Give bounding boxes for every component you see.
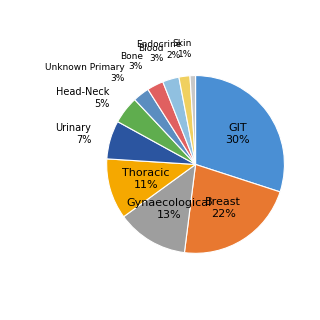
Wedge shape	[184, 164, 280, 253]
Wedge shape	[179, 76, 196, 164]
Wedge shape	[163, 77, 196, 164]
Text: Thoracic
11%: Thoracic 11%	[122, 168, 170, 190]
Wedge shape	[107, 122, 196, 164]
Wedge shape	[118, 100, 196, 164]
Wedge shape	[135, 89, 196, 164]
Text: Skin
1%: Skin 1%	[172, 39, 192, 59]
Wedge shape	[148, 82, 196, 164]
Text: Bone
3%: Bone 3%	[120, 52, 143, 71]
Text: Endocrine
2%: Endocrine 2%	[136, 40, 181, 60]
Text: GIT
30%: GIT 30%	[225, 123, 250, 145]
Wedge shape	[124, 164, 196, 252]
Wedge shape	[190, 76, 196, 164]
Text: Blood
3%: Blood 3%	[138, 44, 163, 63]
Text: Head-Neck
5%: Head-Neck 5%	[57, 87, 110, 109]
Text: Gynaecological
13%: Gynaecological 13%	[127, 198, 212, 220]
Wedge shape	[196, 76, 284, 192]
Text: Urinary
7%: Urinary 7%	[56, 124, 92, 145]
Wedge shape	[107, 159, 196, 217]
Text: Breast
22%: Breast 22%	[205, 197, 241, 219]
Text: Unknown Primary
3%: Unknown Primary 3%	[45, 63, 125, 83]
